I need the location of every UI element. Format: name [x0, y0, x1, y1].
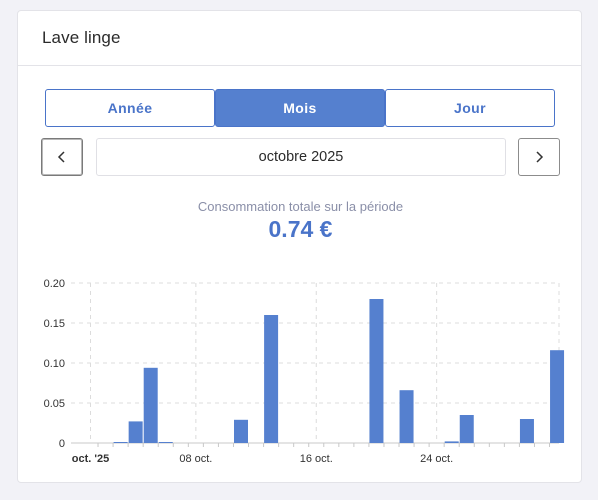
y-tick-label: 0.05: [44, 398, 65, 410]
tab-year[interactable]: Année: [45, 89, 215, 127]
bar: [158, 442, 173, 443]
y-tick-label: 0.10: [44, 358, 65, 370]
washing-machine-card: Lave linge Année Mois Jour octobre 2025 …: [17, 10, 582, 483]
next-period-button[interactable]: [518, 138, 560, 176]
bar: [264, 315, 279, 443]
bar: [459, 415, 474, 443]
bar: [128, 421, 143, 443]
card-header: Lave linge: [18, 11, 581, 66]
bar: [550, 350, 565, 443]
bar: [369, 299, 384, 443]
chevron-left-icon: [57, 151, 65, 163]
current-period-display[interactable]: octobre 2025: [96, 138, 506, 176]
bar: [234, 419, 248, 443]
x-tick-label: 08 oct.: [179, 453, 212, 465]
x-tick-label: 16 oct.: [300, 453, 333, 465]
bar: [519, 419, 534, 443]
y-tick-label: 0.15: [44, 318, 65, 330]
y-tick-label: 0.20: [44, 278, 65, 290]
x-tick-label: 24 oct.: [420, 453, 453, 465]
y-tick-label: 0: [59, 438, 65, 450]
card-title: Lave linge: [42, 28, 121, 47]
tab-month[interactable]: Mois: [215, 89, 385, 127]
period-navigation: octobre 2025: [41, 138, 560, 176]
bar: [113, 442, 128, 443]
total-consumption-label: Consommation totale sur la période: [197, 199, 404, 214]
bar: [399, 390, 414, 443]
previous-period-button[interactable]: [41, 138, 83, 176]
x-tick-label: oct. '25: [72, 453, 109, 465]
bar: [143, 367, 158, 443]
chevron-right-icon: [536, 151, 544, 163]
tab-day[interactable]: Jour: [385, 89, 555, 127]
consumption-bar-chart: 0 0.05 0.10 0.15 0.20 oct. '25 08 oct. 16 oct. 2…: [44, 278, 565, 465]
bar: [444, 441, 459, 443]
total-consumption-value: 0.74 €: [268, 216, 333, 242]
period-tabs: Année Mois Jour: [45, 89, 555, 127]
